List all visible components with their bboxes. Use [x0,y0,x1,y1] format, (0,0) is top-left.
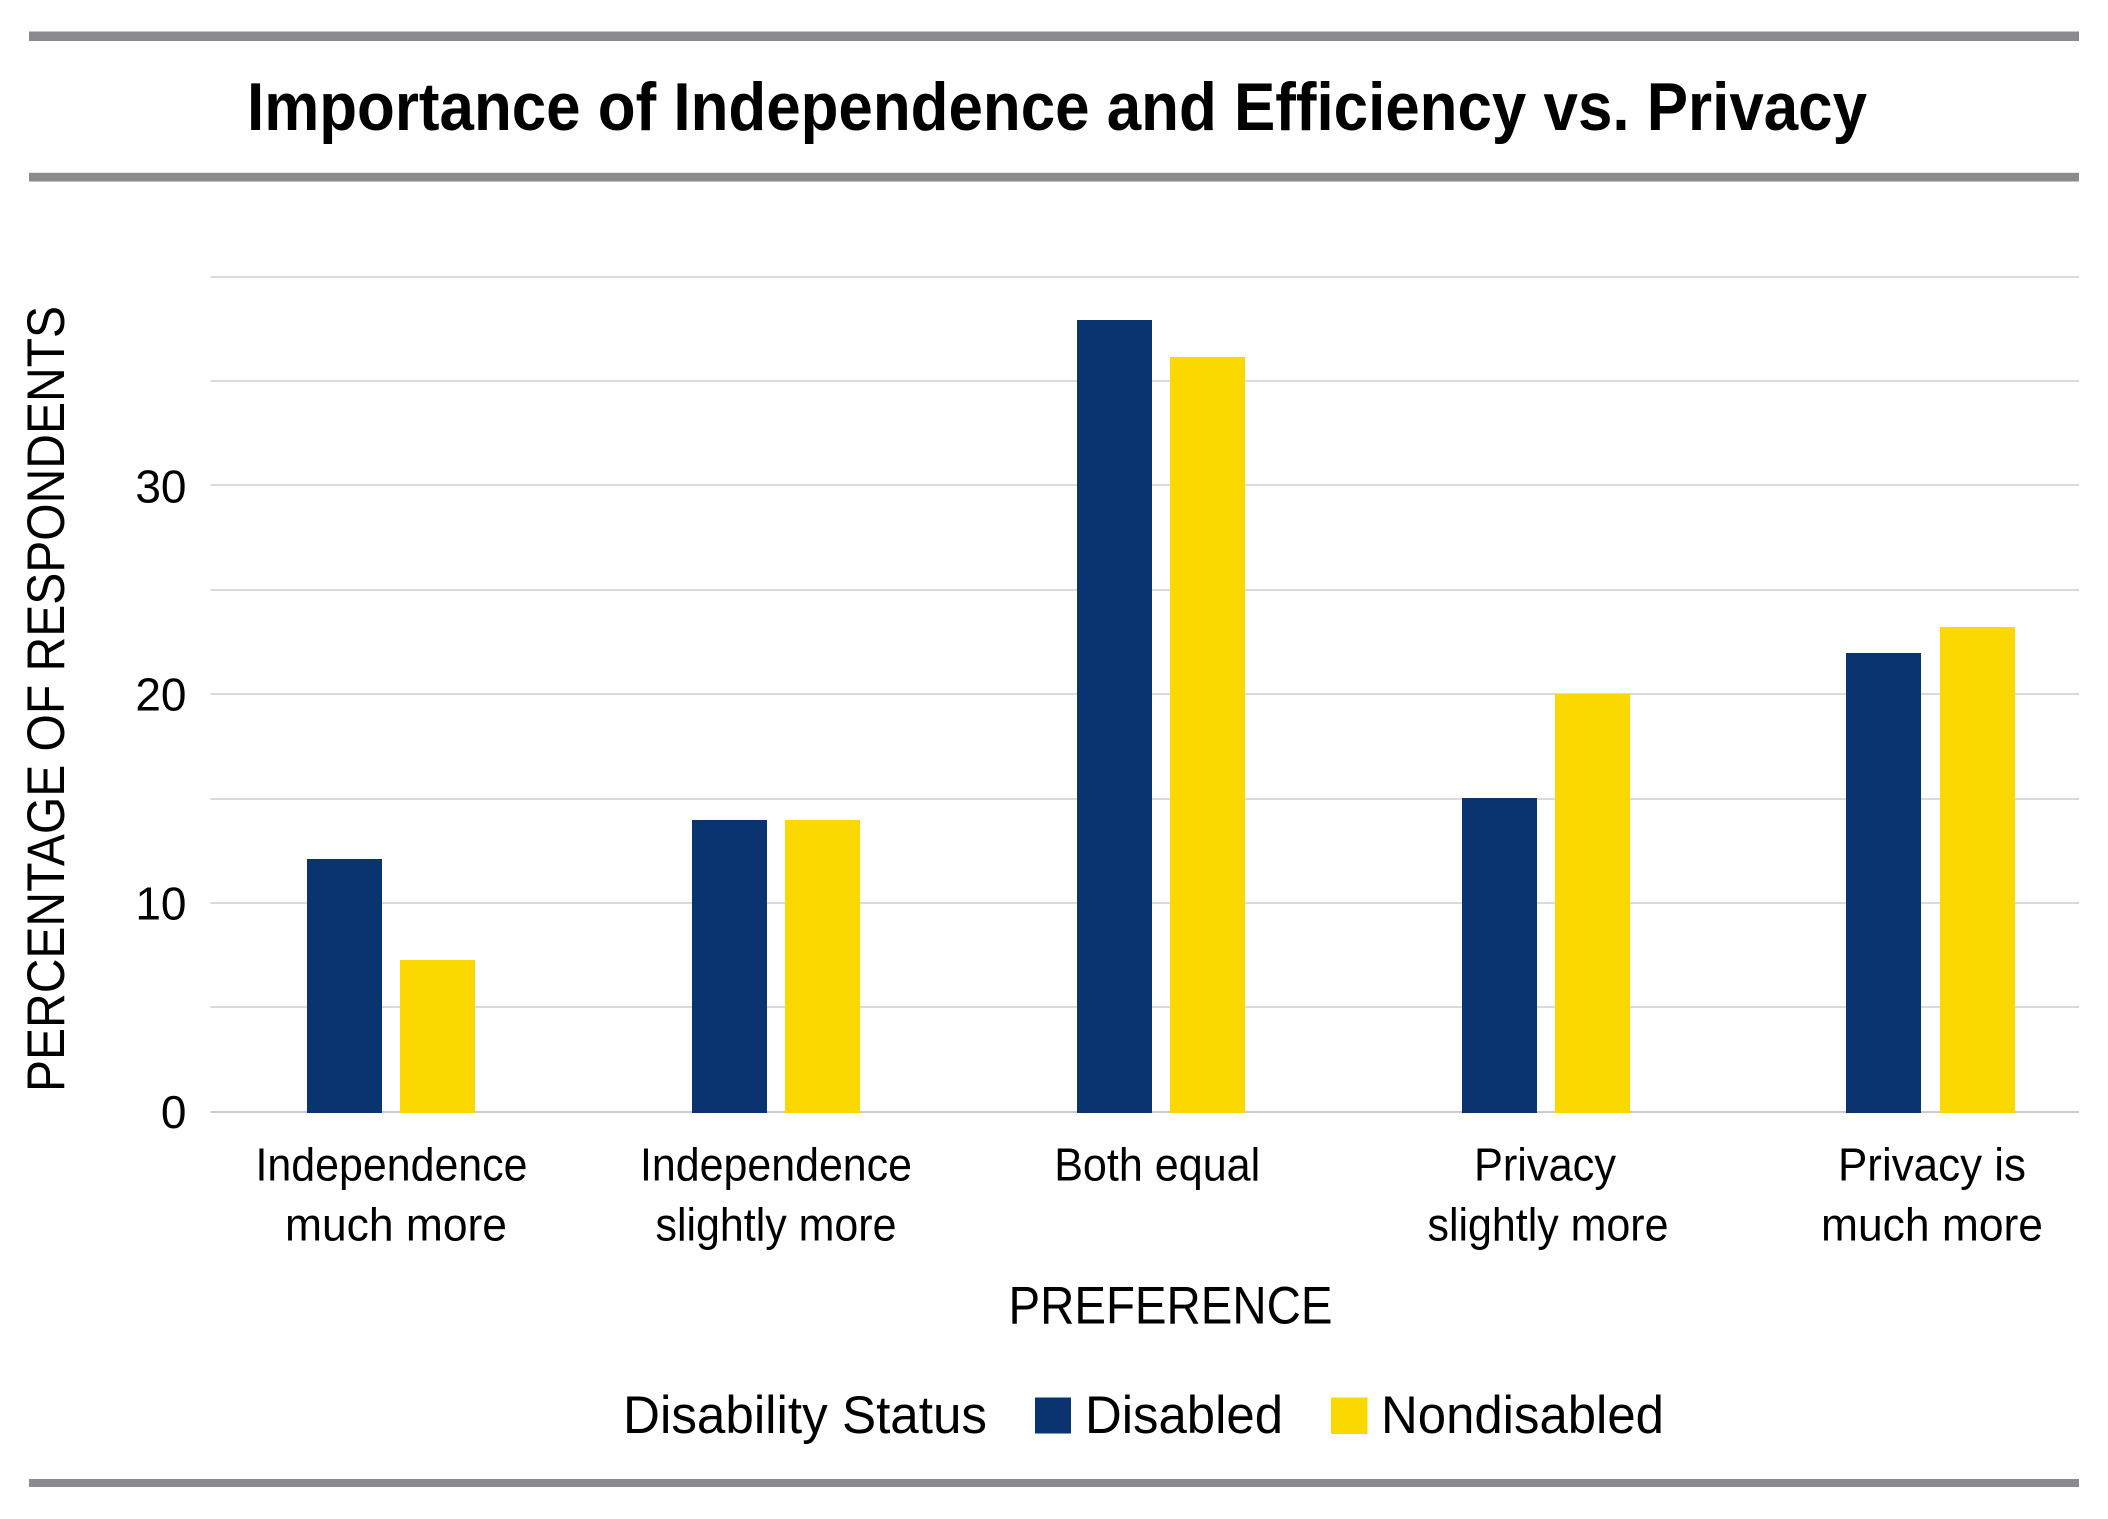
svg-text:Privacy: Privacy [1474,1138,1616,1190]
svg-text:Privacy is: Privacy is [1838,1138,2026,1190]
svg-text:PREFERENCE: PREFERENCE [1009,1277,1333,1336]
svg-text:PERCENTAGE OF RESPONDENTS: PERCENTAGE OF RESPONDENTS [17,306,76,1092]
svg-text:30: 30 [135,461,186,513]
svg-text:Nondisabled: Nondisabled [1381,1386,1664,1445]
svg-text:slightly more: slightly more [1428,1199,1669,1251]
svg-text:much more: much more [285,1199,507,1251]
svg-text:Disability Status: Disability Status [623,1386,987,1445]
svg-text:Independence: Independence [640,1138,912,1190]
svg-text:20: 20 [135,669,186,721]
svg-text:Both equal: Both equal [1054,1138,1260,1190]
svg-text:Disabled: Disabled [1085,1386,1283,1445]
svg-text:much more: much more [1821,1199,2043,1251]
svg-text:0: 0 [161,1086,187,1138]
svg-text:Independence: Independence [256,1138,528,1190]
svg-text:10: 10 [135,878,186,930]
svg-text:slightly more: slightly more [656,1199,897,1251]
svg-text:Importance of Independence and: Importance of Independence and Efficienc… [247,69,1867,145]
